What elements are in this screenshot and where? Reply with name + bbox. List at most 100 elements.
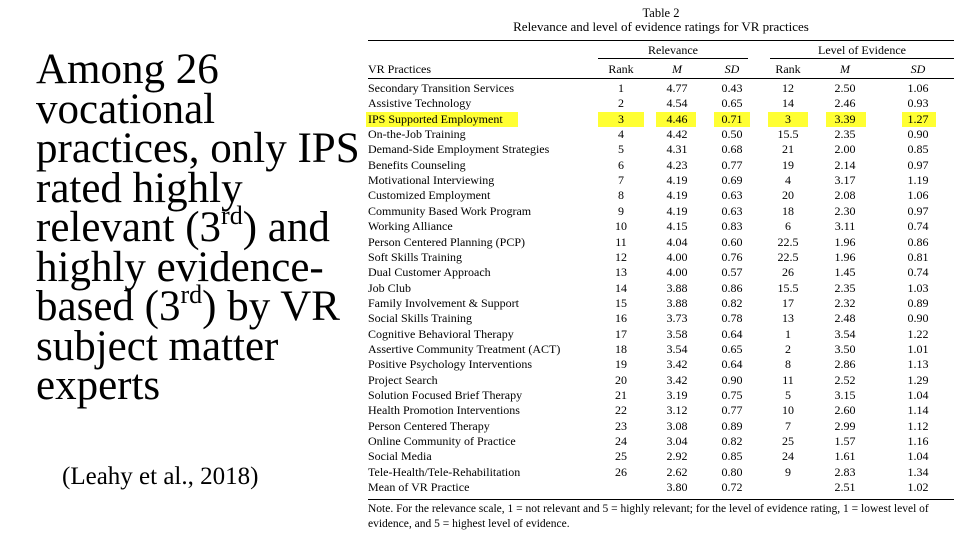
bullet-part-2: ) and highly evidence-based (3 bbox=[36, 204, 330, 330]
cell-practice: Family Involvement & Support bbox=[368, 295, 519, 310]
cell-mean-evidence: 2.46 bbox=[834, 96, 856, 111]
table-row-highlighted: IPS Supported Employment 3 4.46 0.71 3 3.39 1.… bbox=[362, 111, 960, 127]
cell-practice: Motivational Interviewing bbox=[368, 173, 495, 188]
cell-mean-evidence: 1.57 bbox=[834, 434, 856, 449]
cell-sd-relevance: 0.50 bbox=[721, 127, 743, 142]
cell-sd-evidence: 1.34 bbox=[907, 464, 929, 479]
cell-sd-evidence: 0.97 bbox=[907, 157, 929, 172]
slide-bullet-text: Among 26 vocational practices, only IPS … bbox=[36, 48, 366, 407]
cell-rank-relevance: 16 bbox=[615, 311, 627, 326]
cell-sd-relevance: 0.63 bbox=[721, 188, 743, 203]
cell-sd-relevance: 0.65 bbox=[721, 96, 743, 111]
group-header-relevance: Relevance bbox=[648, 43, 698, 57]
cell-mean-relevance: 2.92 bbox=[666, 449, 688, 464]
cell-rank-evidence: 8 bbox=[785, 357, 791, 372]
header-rank-evidence: Rank bbox=[775, 62, 801, 76]
cell-mean-relevance: 4.04 bbox=[666, 234, 688, 249]
table-row: Benefits Counseling 6 4.23 0.77 19 2.14 0.97 bbox=[362, 158, 960, 173]
cell-mean-relevance: 3.88 bbox=[666, 295, 688, 310]
cell-sd-relevance: 0.78 bbox=[721, 311, 743, 326]
cell-mean-relevance: 3.54 bbox=[666, 341, 688, 356]
cell-sd-relevance: 0.57 bbox=[721, 265, 743, 280]
cell-rank-evidence: 4 bbox=[785, 173, 791, 188]
cell-rank-evidence: 7 bbox=[785, 418, 791, 433]
cell-mean-evidence: 1.96 bbox=[834, 249, 856, 264]
evidence-table: Table 2 Relevance and level of evidence … bbox=[362, 0, 960, 540]
cell-practice: Benefits Counseling bbox=[368, 157, 466, 172]
citation: (Leahy et al., 2018) bbox=[62, 463, 259, 490]
cell-practice: Solution Focused Brief Therapy bbox=[368, 388, 523, 402]
cell-sd-evidence: 0.74 bbox=[907, 219, 929, 234]
ordinal-superscript-1: rd bbox=[221, 200, 243, 230]
cell-rank-evidence: 1 bbox=[785, 326, 791, 341]
table-note: Note. For the relevance scale, 1 = not r… bbox=[368, 503, 929, 530]
table-row: Soft Skills Training 12 4.00 0.76 22.5 1.96 0.… bbox=[362, 250, 960, 265]
highlight-mark bbox=[902, 111, 936, 127]
cell-mean-relevance: 2.62 bbox=[666, 464, 688, 479]
cell-sd-relevance: 0.82 bbox=[721, 295, 743, 310]
cell-mean-relevance: 4.46 bbox=[666, 111, 688, 126]
cell-rank-evidence: 12 bbox=[782, 81, 794, 95]
cell-rank-relevance: 9 bbox=[618, 203, 624, 218]
cell-rank-relevance: 1 bbox=[618, 81, 624, 95]
table-row: Working Alliance 10 4.15 0.83 6 3.11 0.74 bbox=[362, 219, 960, 234]
cell-sd-relevance: 0.77 bbox=[721, 403, 743, 418]
cell-sd-evidence: 1.22 bbox=[907, 326, 929, 341]
cell-rank-relevance: 4 bbox=[618, 127, 624, 142]
cell-practice: Soft Skills Training bbox=[368, 249, 463, 264]
cell-practice: Cognitive Behavioral Therapy bbox=[368, 326, 514, 341]
cell-rank-relevance: 8 bbox=[618, 188, 624, 203]
cell-sd-relevance: 0.82 bbox=[721, 434, 743, 449]
cell-rank-evidence: 21 bbox=[782, 142, 794, 157]
cell-rank-evidence: 25 bbox=[782, 434, 794, 449]
cell-rank-relevance: 3 bbox=[618, 111, 624, 126]
cell-rank-relevance: 6 bbox=[618, 157, 624, 172]
group-rule-evidence bbox=[770, 58, 954, 59]
table-row: Mean of VR Practice 3.80 0.72 2.51 1.02 bbox=[362, 480, 960, 495]
header-sd-relevance: SD bbox=[724, 62, 740, 76]
cell-rank-relevance: 5 bbox=[618, 142, 624, 157]
cell-rank-evidence: 24 bbox=[782, 449, 794, 464]
table-number: Table 2 bbox=[642, 6, 680, 20]
cell-mean-evidence: 2.08 bbox=[834, 188, 856, 203]
cell-sd-evidence: 0.86 bbox=[907, 234, 929, 249]
cell-mean-evidence: 1.61 bbox=[834, 449, 856, 464]
cell-sd-evidence: 1.04 bbox=[907, 388, 929, 402]
cell-mean-evidence: 2.99 bbox=[834, 418, 856, 433]
cell-sd-relevance: 0.64 bbox=[721, 357, 743, 372]
cell-sd-evidence: 0.89 bbox=[907, 295, 929, 310]
cell-rank-evidence: 17 bbox=[782, 295, 794, 310]
cell-mean-relevance: 3.12 bbox=[666, 403, 688, 418]
cell-mean-relevance: 4.42 bbox=[666, 127, 688, 142]
header-mean-relevance: M bbox=[672, 62, 682, 76]
cell-practice: On-the-Job Training bbox=[368, 127, 466, 142]
cell-sd-evidence: 1.27 bbox=[907, 111, 929, 126]
cell-rank-evidence: 13 bbox=[782, 311, 794, 326]
cell-mean-relevance: 4.19 bbox=[666, 203, 688, 218]
cell-practice: Positive Psychology Interventions bbox=[368, 357, 532, 372]
cell-mean-evidence: 2.86 bbox=[834, 357, 856, 372]
cell-rank-evidence: 22.5 bbox=[777, 249, 799, 264]
cell-rank-relevance: 19 bbox=[615, 357, 627, 372]
cell-mean-evidence: 2.60 bbox=[834, 403, 856, 418]
cell-sd-relevance: 0.90 bbox=[721, 372, 743, 387]
cell-practice: Mean of VR Practice bbox=[368, 480, 470, 495]
highlight-mark bbox=[826, 111, 866, 127]
cell-mean-relevance: 3.88 bbox=[666, 280, 688, 295]
cell-rank-evidence: 26 bbox=[782, 265, 794, 280]
cell-mean-relevance: 3.73 bbox=[666, 311, 688, 326]
cell-practice: Tele-Health/Tele-Rehabilitation bbox=[368, 464, 521, 479]
cell-rank-relevance: 11 bbox=[615, 234, 627, 249]
cell-practice: IPS Supported Employment bbox=[368, 111, 503, 126]
cell-rank-evidence: 5 bbox=[785, 388, 791, 402]
table-row: Cognitive Behavioral Therapy 17 3.58 0.64 1 3… bbox=[362, 327, 960, 342]
table-row: Assertive Community Treatment (ACT) 18 3.5… bbox=[362, 342, 960, 357]
cell-sd-relevance: 0.68 bbox=[721, 142, 743, 157]
cell-mean-relevance: 4.77 bbox=[666, 81, 688, 95]
cell-sd-relevance: 0.72 bbox=[721, 480, 743, 495]
cell-mean-evidence: 1.45 bbox=[834, 265, 856, 280]
cell-mean-evidence: 3.15 bbox=[834, 388, 856, 402]
table-row: Community Based Work Program 9 4.19 0.63 18 2… bbox=[362, 204, 960, 219]
cell-mean-evidence: 3.50 bbox=[834, 341, 856, 356]
cell-sd-relevance: 0.63 bbox=[721, 203, 743, 218]
